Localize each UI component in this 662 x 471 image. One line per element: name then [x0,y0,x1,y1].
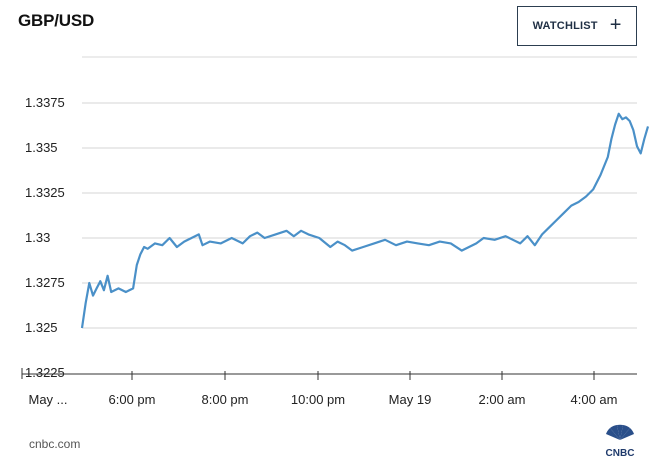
series-line [80,112,650,329]
y-tick-label: 1.3275 [25,275,65,290]
y-tick-label: 1.3225 [25,365,65,380]
cnbc-logo: CNBC [606,424,635,458]
source-credit: cnbc.com [29,437,81,451]
x-tick-label: 2:00 am [479,392,526,407]
y-tick-label: 1.3375 [25,95,65,110]
x-tick-label: 10:00 pm [291,392,345,407]
y-tick-label: 1.3325 [25,185,65,200]
y-tick-label: 1.335 [25,140,58,155]
plus-icon: + [609,14,622,36]
x-tick-label: May ... [28,392,67,407]
svg-text:CNBC: CNBC [606,448,635,458]
x-tick-label: 4:00 am [571,392,618,407]
y-tick-label: 1.325 [25,320,58,335]
y-tick-label: 1.33 [25,230,50,245]
x-tick-label: May 19 [389,392,432,407]
watchlist-button[interactable]: WATCHLIST + [517,6,637,46]
page-title: GBP/USD [18,11,95,30]
watchlist-label: WATCHLIST [532,20,598,32]
x-tick-label: 8:00 pm [202,392,249,407]
x-tick-label: 6:00 pm [109,392,156,407]
